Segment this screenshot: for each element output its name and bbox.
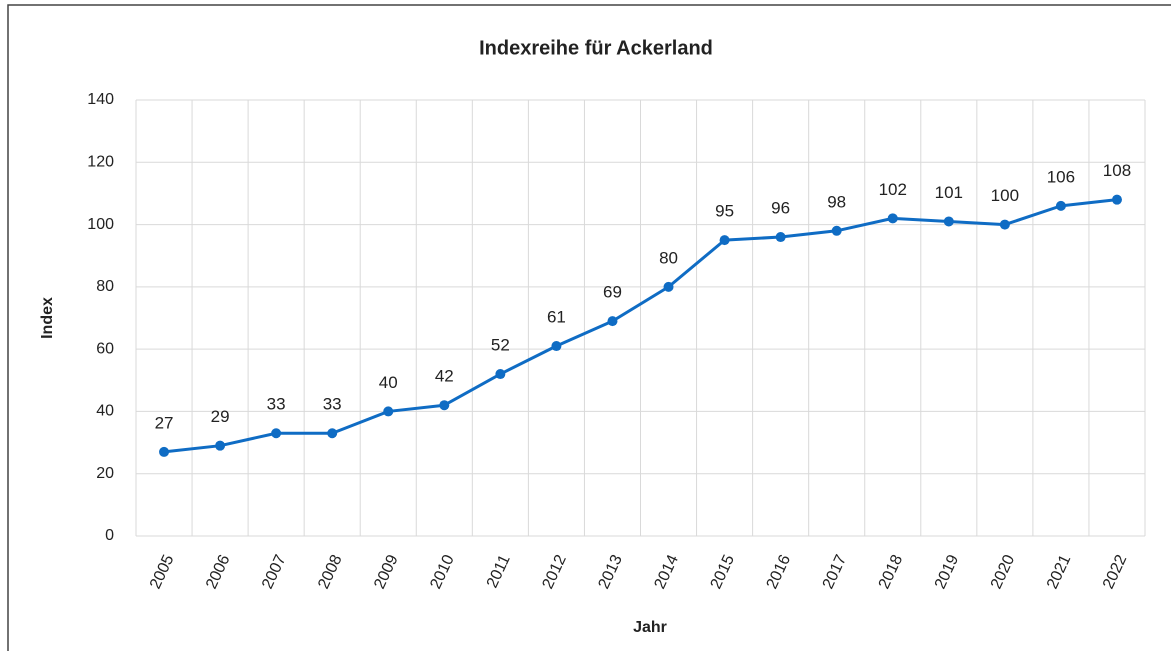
data-label: 61 (547, 308, 566, 327)
marker (775, 232, 786, 243)
chart-frame (7, 4, 1171, 651)
data-label: 27 (155, 413, 174, 432)
marker (383, 406, 394, 417)
y-tick-label: 20 (96, 465, 114, 482)
data-label: 102 (879, 180, 907, 199)
marker (663, 281, 674, 292)
data-label: 95 (715, 202, 734, 221)
data-label: 106 (1047, 167, 1075, 186)
data-label: 33 (267, 395, 286, 414)
data-label: 80 (659, 248, 678, 267)
data-label: 52 (491, 336, 510, 355)
marker (439, 400, 450, 411)
y-tick-label: 120 (87, 154, 114, 171)
y-axis-label: Index (39, 297, 56, 339)
chart-title: Indexreihe für Ackerland (479, 37, 713, 59)
y-tick-label: 60 (96, 340, 114, 357)
marker (327, 428, 338, 439)
x-axis-label: Jahr (633, 619, 667, 636)
data-label: 42 (435, 367, 454, 386)
line (163, 198, 1118, 454)
y-tick-label: 0 (105, 527, 114, 544)
marker (887, 213, 898, 224)
data-label: 108 (1103, 161, 1131, 180)
data-label: 69 (603, 283, 622, 302)
marker (215, 440, 226, 451)
y-tick-label: 100 (87, 216, 114, 233)
data-label: 29 (211, 407, 230, 426)
marker (159, 446, 170, 457)
y-tick-label: 140 (87, 91, 114, 108)
data-label: 33 (323, 395, 342, 414)
marker (1055, 200, 1066, 211)
marker (607, 316, 618, 327)
y-tick-label: 40 (96, 403, 114, 420)
marker (495, 369, 506, 380)
data-label: 40 (379, 373, 398, 392)
marker (831, 225, 842, 236)
marker (1111, 194, 1122, 205)
marker (719, 235, 730, 246)
marker (999, 219, 1010, 230)
data-label: 100 (991, 186, 1019, 205)
y-tick-label: 80 (96, 278, 114, 295)
data-label: 98 (827, 192, 846, 211)
data-label: 96 (771, 199, 790, 218)
marker (271, 428, 282, 439)
data-label: 101 (935, 183, 963, 202)
marker (551, 341, 562, 352)
marker (943, 216, 954, 227)
